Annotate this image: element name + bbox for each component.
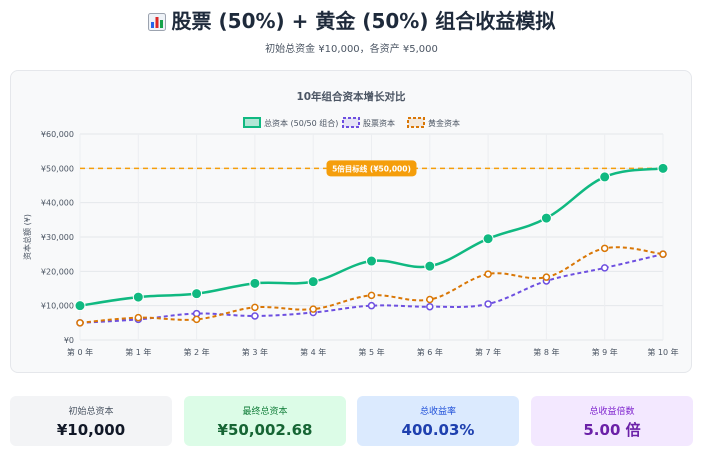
- y-tick-label: ¥20,000: [41, 267, 74, 276]
- x-tick-label: 第 10 年: [647, 347, 678, 357]
- data-point: [367, 301, 376, 310]
- legend-item: 股票资本: [342, 117, 395, 128]
- target-line-label: 5倍目标线 (¥50,000): [332, 163, 411, 173]
- stat-value: ¥10,000: [56, 421, 126, 439]
- data-point: [484, 270, 492, 278]
- x-tick-label: 第 4 年: [300, 347, 326, 357]
- y-tick-label: ¥10,000: [41, 302, 74, 311]
- stat-value: 400.03%: [401, 421, 475, 439]
- stat-card-final-capital: 最终总资本 ¥50,002.68: [184, 396, 346, 446]
- chart-panel: [10, 70, 692, 373]
- x-tick-label: 第 5 年: [358, 347, 384, 357]
- data-point: [251, 303, 259, 312]
- x-tick-label: 第 7 年: [475, 347, 501, 357]
- y-axis-label: 资本总额 (¥): [22, 214, 32, 260]
- data-point: [540, 212, 552, 224]
- stats-cards: 初始总资本 ¥10,000 最终总资本 ¥50,002.68 总收益率 400.…: [10, 396, 693, 446]
- data-point: [657, 162, 669, 174]
- x-tick-label: 第 2 年: [184, 347, 210, 357]
- page-subtitle: 初始总资金 ¥10,000，各资产 ¥5,000: [265, 44, 438, 55]
- data-point: [367, 291, 376, 300]
- data-point: [600, 244, 609, 253]
- data-point: [76, 319, 84, 327]
- x-tick-label: 第 6 年: [417, 347, 443, 357]
- data-point: [74, 300, 86, 312]
- page-title-text: 股票 (50%) + 黄金 (50%) 组合收益模拟: [171, 9, 556, 33]
- data-point: [424, 260, 436, 272]
- data-point: [600, 264, 609, 272]
- y-tick-label: ¥40,000: [41, 199, 74, 208]
- stat-label: 最终总资本: [242, 407, 288, 417]
- stat-label: 初始总资本: [68, 407, 114, 417]
- legend-label: 股票资本: [363, 118, 395, 128]
- legend-swatch: [342, 117, 360, 128]
- stat-card-total-return: 总收益率 400.03%: [357, 396, 519, 446]
- x-tick-label: 第 8 年: [533, 347, 559, 357]
- data-point: [366, 255, 377, 267]
- stat-card-return-multiple: 总收益倍数 5.00 倍: [531, 396, 693, 446]
- data-point: [192, 315, 201, 324]
- stat-value: ¥50,002.68: [217, 421, 313, 439]
- legend-label: 黄金资本: [428, 118, 460, 128]
- data-point: [542, 273, 551, 281]
- data-point: [134, 313, 143, 322]
- x-tick-label: 第 9 年: [592, 347, 618, 357]
- data-point: [484, 300, 492, 308]
- stat-label: 总收益率: [419, 407, 456, 417]
- data-point: [482, 233, 494, 245]
- x-tick-label: 第 3 年: [242, 347, 268, 357]
- data-point: [659, 250, 667, 258]
- data-point: [132, 291, 144, 303]
- x-tick-label: 第 1 年: [125, 347, 151, 357]
- legend-swatch: [407, 117, 425, 128]
- y-tick-label: ¥30,000: [41, 233, 74, 242]
- page-title: 股票 (50%) + 黄金 (50%) 组合收益模拟: [0, 6, 703, 39]
- legend-item: 黄金资本: [407, 117, 460, 128]
- legend-swatch: [243, 117, 261, 128]
- legend-item: 总资本 (50/50 组合): [243, 117, 338, 128]
- stat-value: 5.00 倍: [583, 421, 641, 439]
- data-point: [309, 305, 317, 313]
- stat-label: 总收益倍数: [589, 407, 635, 417]
- chart-title: 10年组合资本增长对比: [296, 90, 406, 103]
- data-point: [426, 302, 434, 311]
- data-point: [251, 312, 259, 320]
- y-tick-label: ¥50,000: [41, 164, 74, 173]
- data-point: [249, 277, 261, 289]
- data-point: [191, 288, 203, 300]
- stat-card-initial-capital: 初始总资本 ¥10,000: [10, 396, 172, 446]
- y-tick-label: ¥60,000: [41, 130, 74, 139]
- bar-chart-icon: [147, 9, 166, 39]
- y-tick-label: ¥0: [64, 336, 74, 345]
- target-line-badge: [326, 160, 417, 177]
- x-tick-label: 第 0 年: [67, 347, 93, 357]
- data-point: [307, 276, 319, 288]
- data-point: [426, 295, 434, 304]
- series-line: [79, 253, 664, 324]
- data-point: [599, 171, 611, 183]
- legend-label: 总资本 (50/50 组合): [264, 118, 338, 128]
